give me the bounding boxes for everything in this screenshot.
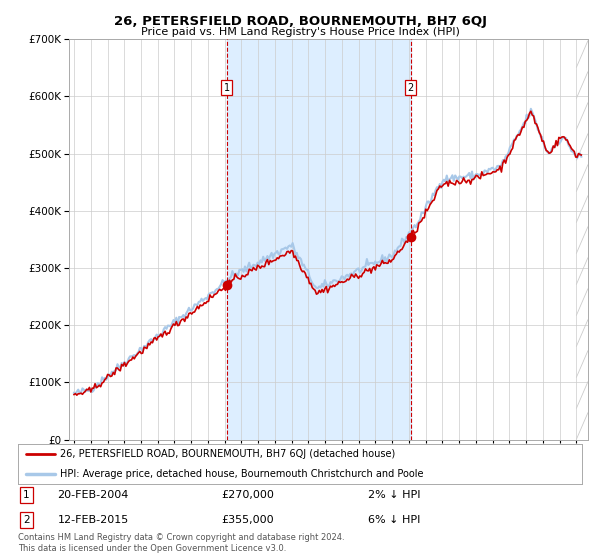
Text: 1: 1 bbox=[23, 490, 30, 500]
Text: 20-FEB-2004: 20-FEB-2004 bbox=[58, 490, 129, 500]
Text: Contains HM Land Registry data © Crown copyright and database right 2024.
This d: Contains HM Land Registry data © Crown c… bbox=[18, 533, 344, 553]
Text: 12-FEB-2015: 12-FEB-2015 bbox=[58, 515, 129, 525]
Text: Price paid vs. HM Land Registry's House Price Index (HPI): Price paid vs. HM Land Registry's House … bbox=[140, 27, 460, 37]
Text: 2: 2 bbox=[408, 83, 414, 93]
Text: 26, PETERSFIELD ROAD, BOURNEMOUTH, BH7 6QJ: 26, PETERSFIELD ROAD, BOURNEMOUTH, BH7 6… bbox=[113, 15, 487, 28]
Text: 1: 1 bbox=[224, 83, 230, 93]
Text: £355,000: £355,000 bbox=[221, 515, 274, 525]
Text: 2: 2 bbox=[23, 515, 30, 525]
Bar bbox=[227, 39, 411, 440]
Text: 2% ↓ HPI: 2% ↓ HPI bbox=[368, 490, 420, 500]
Text: 6% ↓ HPI: 6% ↓ HPI bbox=[368, 515, 420, 525]
Text: 26, PETERSFIELD ROAD, BOURNEMOUTH, BH7 6QJ (detached house): 26, PETERSFIELD ROAD, BOURNEMOUTH, BH7 6… bbox=[60, 449, 395, 459]
Text: £270,000: £270,000 bbox=[221, 490, 274, 500]
Text: HPI: Average price, detached house, Bournemouth Christchurch and Poole: HPI: Average price, detached house, Bour… bbox=[60, 469, 424, 479]
